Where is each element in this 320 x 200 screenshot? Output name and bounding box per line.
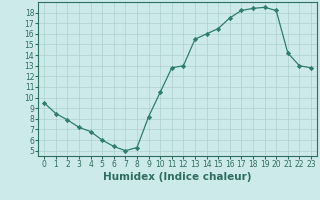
X-axis label: Humidex (Indice chaleur): Humidex (Indice chaleur) xyxy=(103,172,252,182)
